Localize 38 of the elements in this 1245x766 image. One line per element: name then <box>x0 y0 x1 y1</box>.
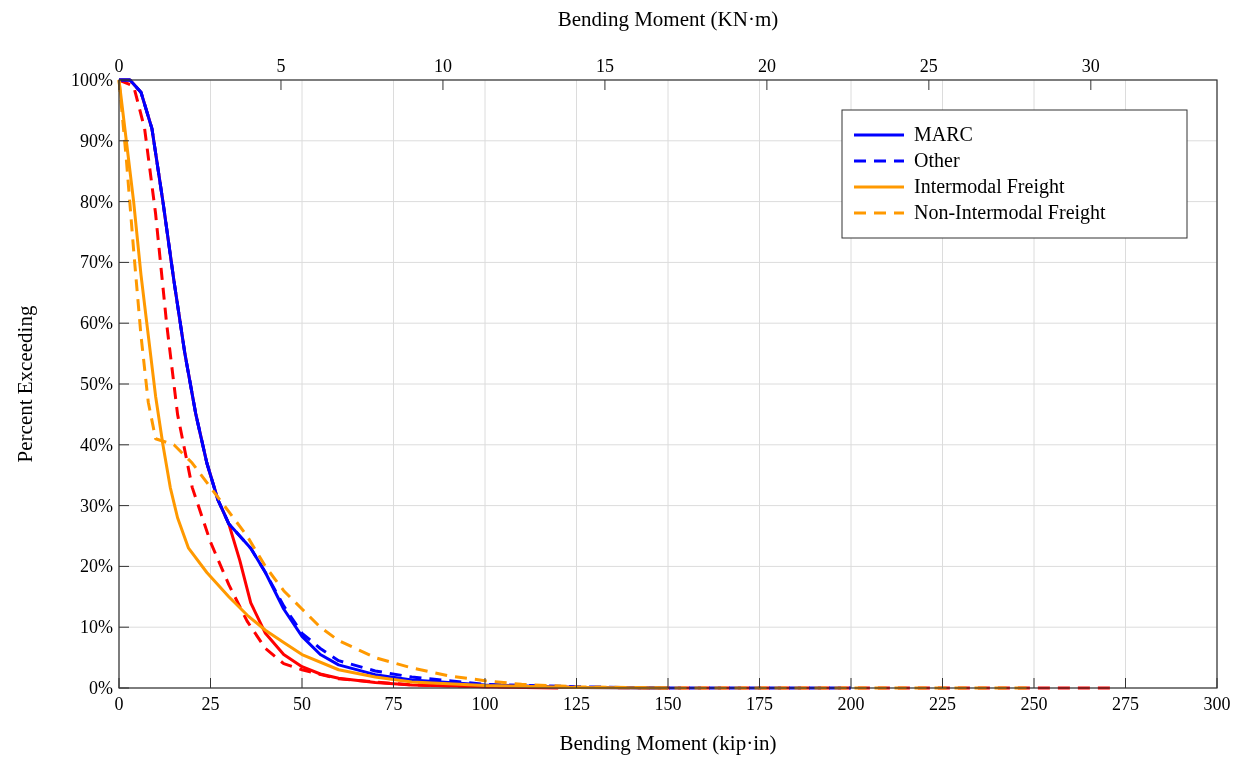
x-tick-label: 25 <box>201 694 220 714</box>
x2-axis-title: Bending Moment (KN·m) <box>557 7 779 31</box>
x-tick-label: 125 <box>563 694 590 714</box>
y-tick-label: 60% <box>80 313 113 334</box>
y-tick-label: 10% <box>80 617 113 638</box>
legend-label: Non-Intermodal Freight <box>914 201 1107 224</box>
x-tick-label: 0 <box>114 694 124 714</box>
x2-tick-label: 30 <box>1081 56 1100 76</box>
y-tick-label: 0% <box>89 678 113 698</box>
y-tick-label: 100% <box>71 70 113 90</box>
x-tick-label: 200 <box>837 694 865 714</box>
x-tick-label: 300 <box>1203 694 1231 714</box>
x-axis-title: Bending Moment (kip·in) <box>559 731 777 755</box>
y-axis-title: Percent Exceeding <box>13 305 37 463</box>
x-tick-label: 225 <box>929 694 956 714</box>
x2-tick-label: 25 <box>919 56 938 76</box>
y-tick-label: 70% <box>80 252 113 273</box>
y-tick-label: 80% <box>80 191 113 212</box>
y-tick-label: 40% <box>80 434 113 455</box>
y-tick-label: 90% <box>80 130 113 151</box>
y-tick-label: 30% <box>80 495 113 516</box>
x2-tick-label: 0 <box>114 56 124 76</box>
x-tick-label: 175 <box>746 694 773 714</box>
x-tick-label: 275 <box>1112 694 1139 714</box>
x-tick-label: 150 <box>654 694 682 714</box>
legend-label: Intermodal Freight <box>914 175 1065 198</box>
x-tick-label: 75 <box>384 694 403 714</box>
x2-tick-label: 10 <box>433 56 452 76</box>
y-tick-label: 50% <box>80 374 113 394</box>
y-tick-label: 20% <box>80 556 113 577</box>
legend-label: Other <box>914 149 960 171</box>
x-tick-label: 250 <box>1020 694 1048 714</box>
x2-tick-label: 20 <box>757 56 776 76</box>
x-tick-label: 100 <box>471 694 499 714</box>
legend-label: MARC <box>914 123 973 145</box>
x2-tick-label: 5 <box>276 56 286 76</box>
x2-tick-label: 15 <box>595 56 614 76</box>
x-tick-label: 50 <box>293 694 311 714</box>
